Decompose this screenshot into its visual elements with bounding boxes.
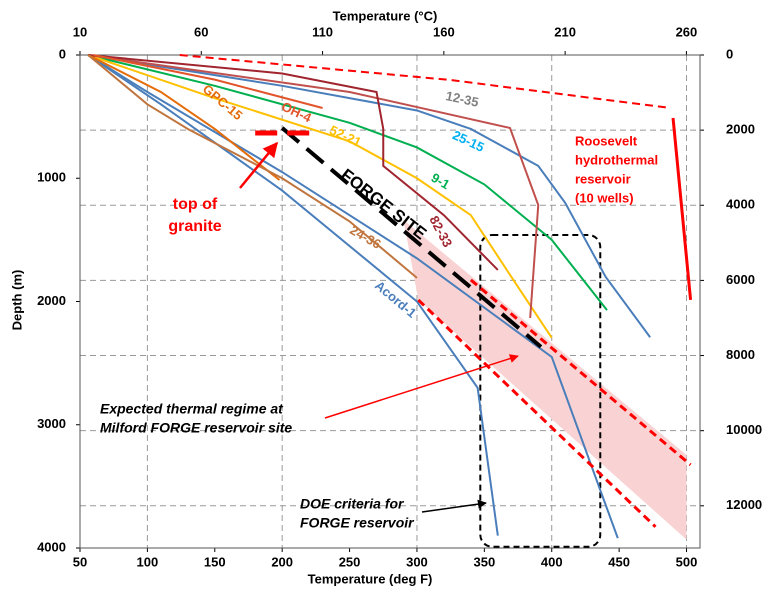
- y2-tick-label: 0: [726, 46, 733, 61]
- x2-tick-label: 110: [312, 24, 333, 39]
- y2-tick-label: 6000: [726, 272, 755, 287]
- annotation: DOE criteria for: [300, 496, 405, 512]
- y-tick-label: 2000: [37, 293, 66, 308]
- plot-frame: [79, 54, 701, 549]
- annotation: reservoir: [575, 171, 631, 186]
- annotation: Expected thermal regime at: [100, 401, 284, 417]
- series-line: [87, 54, 651, 338]
- y2-tick-label: 8000: [726, 347, 755, 362]
- x-tick-label: 150: [204, 554, 226, 569]
- series-line: [280, 126, 543, 349]
- annotation: (10 wells): [575, 190, 634, 205]
- y-tick-label: 1000: [37, 170, 66, 185]
- y-tick-label: 0: [59, 46, 66, 61]
- arrow: [324, 354, 519, 419]
- y2-tick-label: 2000: [726, 122, 755, 137]
- x-tick-label: 100: [137, 554, 159, 569]
- series-line: [87, 54, 281, 181]
- annotation: FORGE reservoir: [300, 515, 415, 531]
- series-line: [469, 278, 692, 466]
- x2-tick-label: 160: [433, 24, 455, 39]
- x-tick-label: 200: [271, 554, 293, 569]
- x-tick-label: 450: [608, 554, 630, 569]
- series-line: [179, 54, 671, 109]
- x-tick-label: 400: [541, 554, 563, 569]
- x2-tick-label: 260: [676, 24, 698, 39]
- plot: [76, 51, 704, 552]
- series-line: [87, 54, 540, 318]
- x2-tick-label: 60: [194, 24, 208, 39]
- x-tick-label: 250: [339, 554, 361, 569]
- x-title: Temperature (deg F): [308, 571, 433, 586]
- x2-title: Temperature (°C): [333, 8, 438, 23]
- y2-tick-label: 10000: [726, 422, 762, 437]
- annotation: hydrothermal: [575, 152, 658, 167]
- series-line: [93, 54, 323, 109]
- y-title: Depth (m): [9, 270, 24, 331]
- x2-tick-label: 210: [554, 24, 576, 39]
- series-line: [671, 117, 693, 301]
- series-label: OH-4: [279, 99, 314, 126]
- x2-tick-label: 10: [73, 24, 87, 39]
- annotation: Roosevelt: [575, 133, 638, 148]
- series-line: [87, 54, 499, 271]
- arrow: [421, 499, 487, 513]
- series-line: [87, 54, 553, 339]
- x-tick-label: 50: [73, 554, 87, 569]
- series-line: [87, 54, 499, 536]
- annotation: top of: [173, 196, 218, 213]
- x-tick-label: 350: [473, 554, 495, 569]
- series-label: 12-35: [444, 88, 480, 110]
- annotation: Milford FORGE reservoir site: [100, 420, 292, 436]
- x-tick-label: 300: [406, 554, 428, 569]
- y2-tick-label: 4000: [726, 197, 755, 212]
- series-line: [87, 54, 418, 279]
- arrow: [239, 141, 278, 189]
- annotation: granite: [168, 218, 221, 235]
- y-tick-label: 4000: [37, 539, 66, 554]
- series-label: 25-15: [450, 127, 486, 155]
- y-tick-label: 3000: [37, 416, 66, 431]
- series-line: [87, 54, 619, 539]
- series-line: [87, 54, 608, 311]
- x-tick-label: 500: [676, 554, 698, 569]
- y2-tick-label: 12000: [726, 497, 762, 512]
- series-line: [417, 298, 657, 528]
